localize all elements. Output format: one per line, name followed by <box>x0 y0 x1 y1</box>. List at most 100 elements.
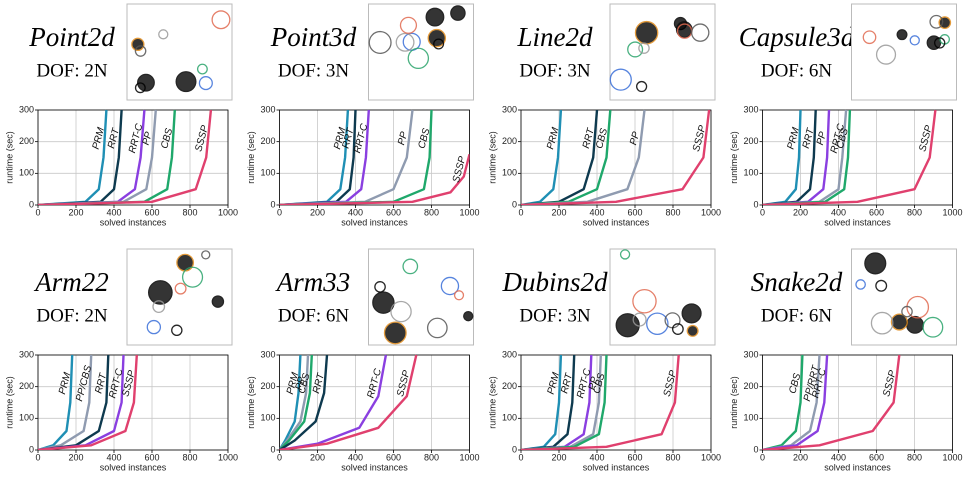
series-label: CBS <box>594 127 610 150</box>
x-tick-label: 600 <box>627 207 642 217</box>
x-tick-label: 1000 <box>218 452 238 462</box>
x-tick-label: 400 <box>589 452 604 462</box>
illustration-frame <box>851 3 957 101</box>
plot-frame <box>37 354 229 451</box>
panel-title: Arm33 <box>275 267 351 297</box>
series-line <box>279 354 388 450</box>
x-tick-label: 600 <box>386 207 401 217</box>
x-tick-label: 600 <box>144 207 159 217</box>
x-tick-label: 600 <box>627 452 642 462</box>
obstacle <box>896 29 908 41</box>
x-axis-label: solved instances <box>341 217 408 227</box>
series-line <box>38 354 74 450</box>
obstacle <box>137 73 155 92</box>
series-label: CBS <box>835 127 851 150</box>
x-tick-label: 200 <box>68 452 83 462</box>
series-label: CBS <box>297 372 313 395</box>
series-label: PP/CBS <box>74 364 94 403</box>
x-tick-label: 200 <box>68 207 83 217</box>
obstacle <box>426 317 448 339</box>
y-tick-label: 100 <box>743 168 758 178</box>
obstacle <box>690 23 710 42</box>
panel-title: Line2d <box>516 22 593 52</box>
x-tick-label: 0 <box>277 207 282 217</box>
series-line <box>38 109 146 205</box>
series-line <box>279 354 418 450</box>
x-tick-label: 0 <box>277 452 282 462</box>
series-line <box>762 109 802 205</box>
obstacle <box>433 38 445 50</box>
y-axis-label: runtime (sec) <box>487 131 497 184</box>
x-tick-label: 0 <box>518 452 523 462</box>
obstacle <box>638 42 650 54</box>
y-tick-label: 0 <box>270 444 275 454</box>
series-label: CBS <box>787 372 803 395</box>
plot-frame <box>279 354 470 451</box>
series-line <box>38 109 123 205</box>
series-line <box>762 354 804 450</box>
obstacle <box>158 29 169 40</box>
obstacle <box>855 279 866 290</box>
series-line <box>38 354 110 450</box>
obstacle <box>407 47 430 70</box>
obstacle <box>619 249 631 260</box>
series-line <box>521 354 680 450</box>
x-tick-label: 800 <box>907 207 922 217</box>
series-line <box>279 154 470 205</box>
y-tick-label: 300 <box>19 104 34 114</box>
x-axis-label: solved instances <box>341 462 408 472</box>
y-tick-label: 200 <box>19 136 34 146</box>
series-line <box>279 354 329 450</box>
series-line <box>38 354 138 450</box>
y-tick-label: 0 <box>29 444 34 454</box>
obstacle <box>368 30 392 54</box>
y-tick-label: 200 <box>19 381 34 391</box>
y-axis-label: runtime (sec) <box>729 131 739 184</box>
obstacle <box>671 323 684 335</box>
x-tick-label: 0 <box>35 207 40 217</box>
x-tick-label: 400 <box>831 207 846 217</box>
series-line <box>521 354 593 450</box>
series-label: RRT <box>341 126 357 149</box>
series-line <box>521 354 576 450</box>
x-axis-label: solved instances <box>824 217 891 227</box>
panel-subtitle: DOF: 3N <box>278 60 350 81</box>
obstacle <box>901 305 913 318</box>
obstacle <box>134 45 147 57</box>
plot-frame <box>37 109 229 206</box>
y-tick-label: 0 <box>270 199 275 209</box>
series-label: RRT <box>581 126 597 149</box>
x-tick-label: 200 <box>793 207 808 217</box>
y-tick-label: 200 <box>260 381 275 391</box>
y-tick-label: 200 <box>502 136 517 146</box>
panel-subtitle: DOF: 3N <box>519 305 591 326</box>
obstacle <box>427 28 447 48</box>
x-tick-label: 0 <box>35 452 40 462</box>
obstacle <box>425 7 445 27</box>
obstacle <box>131 37 145 52</box>
x-tick-label: 200 <box>793 452 808 462</box>
x-tick-label: 0 <box>518 207 523 217</box>
plot-frame <box>520 354 712 451</box>
obstacle <box>134 82 146 94</box>
x-tick-label: 800 <box>424 452 439 462</box>
series-label: PP <box>396 130 410 146</box>
panel-title: Point3d <box>270 22 357 52</box>
y-tick-label: 300 <box>19 349 34 359</box>
x-tick-label: 0 <box>760 207 765 217</box>
y-tick-label: 200 <box>502 381 517 391</box>
obstacle <box>875 44 897 65</box>
obstacle <box>681 303 702 324</box>
panel-subtitle: DOF: 2N <box>36 305 108 326</box>
obstacle <box>146 319 162 335</box>
obstacle <box>402 258 419 275</box>
x-tick-label: 1000 <box>942 452 962 462</box>
x-axis-label: solved instances <box>583 462 650 472</box>
x-tick-label: 1000 <box>942 207 962 217</box>
series-line <box>762 109 848 205</box>
obstacle <box>890 313 908 331</box>
obstacle <box>152 300 166 313</box>
obstacle <box>196 63 208 75</box>
obstacle <box>906 315 924 334</box>
x-tick-label: 200 <box>310 207 325 217</box>
